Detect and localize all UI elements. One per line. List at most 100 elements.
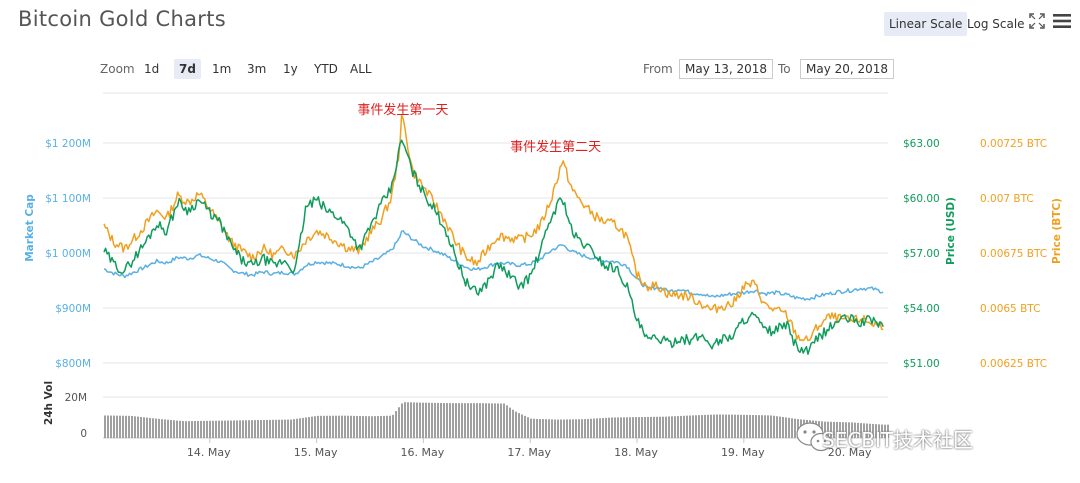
volume-bar (230, 420, 232, 438)
volume-bar (440, 402, 442, 438)
market-cap-axis-title: Market Cap (24, 194, 36, 262)
volume-bar (536, 418, 538, 438)
volume-bar (386, 415, 388, 438)
price-usd-axis-title: Price (USD) (945, 197, 957, 265)
volume-bar (203, 420, 205, 438)
log-scale-button[interactable]: Log Scale (967, 17, 1025, 31)
volume-bar (578, 419, 580, 438)
volume-bar (380, 415, 382, 438)
zoom-1d-button[interactable]: 1d (144, 62, 160, 76)
volume-bar (134, 416, 136, 438)
volume-bar (626, 417, 628, 438)
volume-bar (389, 415, 391, 438)
volume-bar (269, 419, 271, 438)
volume-bar (308, 417, 310, 438)
linear-scale-button[interactable]: Linear Scale (884, 12, 968, 36)
volume-bar (215, 420, 217, 438)
volume-bar (716, 414, 718, 438)
volume-bar (179, 420, 181, 438)
volume-bar (581, 419, 583, 438)
volume-bar (374, 416, 376, 438)
zoom-all-button[interactable]: ALL (350, 62, 372, 76)
volume-bar (611, 417, 613, 438)
to-date-input[interactable]: May 20, 2018 (800, 59, 895, 79)
x-tick-label: 16. May (401, 446, 445, 459)
volume-bar (557, 419, 559, 438)
volume-bar (719, 414, 721, 438)
volume-bar (302, 417, 304, 438)
volume-bar (827, 421, 829, 438)
volume-bar (842, 422, 844, 438)
volume-bar (398, 407, 400, 438)
watermark-text: SECBIT技术社区 (822, 428, 974, 452)
volume-bar (560, 419, 562, 438)
price-btc-axis-title: Price (BTC) (1051, 198, 1063, 264)
volume-bar (632, 417, 634, 438)
volume-bar (329, 415, 331, 438)
volume-bar (608, 417, 610, 438)
volume-bar (749, 414, 751, 438)
volume-bar (254, 420, 256, 438)
volume-bar (605, 417, 607, 438)
hamburger-menu-icon[interactable] (1053, 13, 1071, 33)
zoom-1m-button[interactable]: 1m (212, 62, 232, 76)
volume-bar (284, 419, 286, 438)
volume-bar (497, 403, 499, 438)
price-usd-tick-label: $51.00 (903, 358, 940, 370)
volume-bar (161, 419, 163, 438)
volume-bar (410, 402, 412, 438)
volume-bar (416, 402, 418, 438)
volume-bar (584, 419, 586, 438)
zoom-ytd-button[interactable]: YTD (314, 62, 338, 76)
to-label: To (778, 62, 791, 76)
volume-bar (128, 415, 130, 438)
volume-bar (551, 419, 553, 438)
volume-bar (239, 420, 241, 438)
volume-bar (407, 402, 409, 438)
fullscreen-icon[interactable] (1029, 13, 1045, 33)
volume-bar (464, 403, 466, 438)
x-tick-label: 19. May (721, 446, 765, 459)
volume-bar (491, 403, 493, 438)
volume-bar (452, 403, 454, 438)
price-usd-tick-label: $60.00 (903, 193, 940, 205)
price-btc-tick-label: 0.0065 BTC (980, 303, 1040, 315)
volume-bar (155, 418, 157, 438)
volume-bar (455, 403, 457, 438)
volume-bar (533, 418, 535, 438)
volume-bar (248, 420, 250, 438)
volume-bar (785, 417, 787, 438)
volume-bar (200, 420, 202, 438)
volume-bar (275, 419, 277, 438)
volume-bar (335, 415, 337, 438)
volume-bar (242, 420, 244, 438)
volume-bar (383, 415, 385, 438)
volume-bar (539, 418, 541, 438)
zoom-3m-button[interactable]: 3m (247, 62, 267, 76)
volume-bar (659, 416, 661, 438)
volume-bar (596, 418, 598, 438)
volume-bar (395, 411, 397, 438)
volume-bar (845, 422, 847, 438)
volume-bar (854, 422, 856, 438)
price-btc-tick-label: 0.007 BTC (980, 193, 1034, 205)
volume-bar (251, 420, 253, 438)
volume-bar (770, 415, 772, 438)
from-date-input[interactable]: May 13, 2018 (679, 59, 774, 79)
volume-bar (422, 402, 424, 438)
axis-labels: $1 200M $1 100M $1 000M $900M $800M $63.00 $60… (24, 138, 1063, 459)
volume-bar (272, 419, 274, 438)
zoom-1y-button[interactable]: 1y (283, 62, 298, 76)
volume-bar (869, 423, 871, 438)
zoom-7d-button[interactable]: 7d (174, 59, 201, 79)
volume-bar (872, 423, 874, 438)
volume-bar (323, 415, 325, 438)
volume-bar (419, 402, 421, 438)
annotation-label: 事件发生第一天 (357, 102, 448, 118)
price-usd-line (103, 139, 884, 355)
volume-bar (119, 415, 121, 438)
volume-bar (839, 422, 841, 438)
volume-bar (743, 414, 745, 438)
